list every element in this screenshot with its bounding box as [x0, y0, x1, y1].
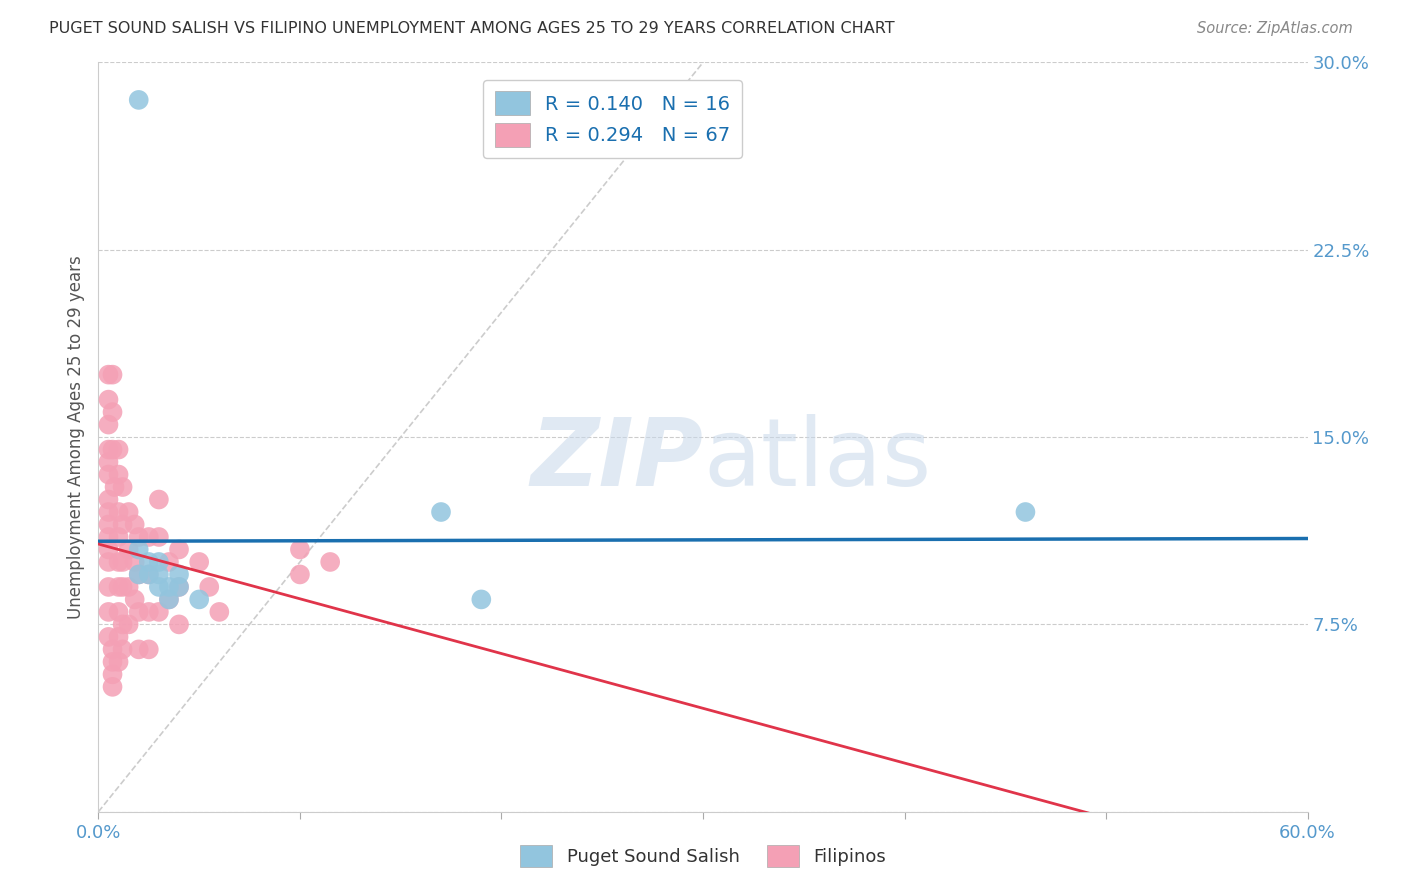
Point [97, 368, 120, 382]
Text: Source: ZipAtlas.com: Source: ZipAtlas.com [1197, 21, 1353, 36]
Point [97, 580, 120, 594]
Point [148, 567, 170, 582]
Point [97, 492, 120, 507]
Point [107, 530, 129, 544]
Point [97, 555, 120, 569]
Point [97, 442, 120, 457]
Point [128, 642, 150, 657]
Point [107, 580, 129, 594]
Point [148, 530, 170, 544]
Point [148, 580, 170, 594]
Point [319, 555, 342, 569]
Point [107, 655, 129, 669]
Point [138, 642, 160, 657]
Point [157, 592, 180, 607]
Point [128, 567, 150, 582]
Point [111, 480, 134, 494]
Point [107, 555, 129, 569]
Point [97, 530, 120, 544]
Point [167, 580, 190, 594]
Point [128, 93, 150, 107]
Point [101, 680, 124, 694]
Point [107, 605, 129, 619]
Point [101, 442, 124, 457]
Point [128, 530, 150, 544]
Point [97, 455, 120, 469]
Point [167, 567, 190, 582]
Point [157, 555, 180, 569]
Point [138, 605, 160, 619]
Point [157, 592, 180, 607]
Point [148, 555, 170, 569]
Point [138, 555, 160, 569]
Point [111, 617, 134, 632]
Text: PUGET SOUND SALISH VS FILIPINO UNEMPLOYMENT AMONG AGES 25 TO 29 YEARS CORRELATIO: PUGET SOUND SALISH VS FILIPINO UNEMPLOYM… [49, 21, 894, 36]
Point [107, 505, 129, 519]
Point [118, 505, 141, 519]
Point [101, 642, 124, 657]
Point [97, 467, 120, 482]
Point [148, 605, 170, 619]
Point [107, 442, 129, 457]
Point [138, 567, 160, 582]
Point [470, 592, 492, 607]
Point [118, 542, 141, 557]
Text: ZIP: ZIP [530, 414, 703, 506]
Point [288, 567, 311, 582]
Point [97, 505, 120, 519]
Legend: Puget Sound Salish, Filipinos: Puget Sound Salish, Filipinos [512, 838, 894, 874]
Point [430, 505, 453, 519]
Point [103, 480, 125, 494]
Point [124, 517, 146, 532]
Point [118, 617, 141, 632]
Point [101, 405, 124, 419]
Text: atlas: atlas [703, 414, 931, 506]
Point [97, 605, 120, 619]
Point [288, 542, 311, 557]
Point [118, 580, 141, 594]
Point [1014, 505, 1036, 519]
Point [188, 592, 211, 607]
Point [208, 605, 231, 619]
Point [167, 580, 190, 594]
Point [148, 492, 170, 507]
Point [157, 580, 180, 594]
Point [107, 630, 129, 644]
Point [107, 467, 129, 482]
Point [198, 580, 221, 594]
Point [167, 542, 190, 557]
Point [111, 580, 134, 594]
Point [111, 642, 134, 657]
Point [97, 392, 120, 407]
Point [124, 555, 146, 569]
Point [138, 567, 160, 582]
Point [128, 542, 150, 557]
Point [188, 555, 211, 569]
Legend: R = 0.140   N = 16, R = 0.294   N = 67: R = 0.140 N = 16, R = 0.294 N = 67 [484, 79, 742, 158]
Y-axis label: Unemployment Among Ages 25 to 29 years: Unemployment Among Ages 25 to 29 years [66, 255, 84, 619]
Point [128, 605, 150, 619]
Point [111, 555, 134, 569]
Point [124, 592, 146, 607]
Point [128, 567, 150, 582]
Point [97, 417, 120, 432]
Point [101, 655, 124, 669]
Point [111, 517, 134, 532]
Point [101, 667, 124, 681]
Point [167, 617, 190, 632]
Point [97, 517, 120, 532]
Point [138, 530, 160, 544]
Point [97, 630, 120, 644]
Point [101, 368, 124, 382]
Point [97, 542, 120, 557]
